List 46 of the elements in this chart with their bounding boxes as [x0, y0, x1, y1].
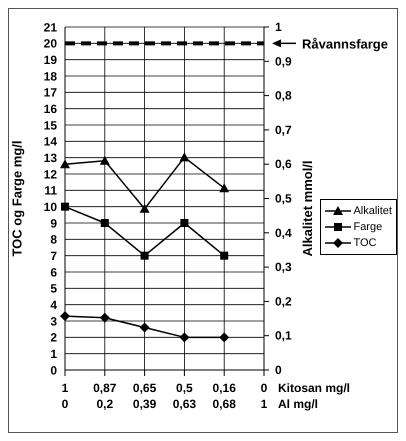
x-tick-label: 0,16 0,68: [212, 381, 236, 411]
y2-tick-label: 0,1: [275, 328, 292, 343]
y-tick-label: 19: [44, 52, 58, 67]
y2-tick-label: 1: [275, 20, 282, 34]
y2-tick-label: 0,5: [275, 192, 292, 206]
legend-label: TOC: [353, 237, 376, 249]
y-tick-label: 0: [50, 363, 58, 378]
ref-line-label: Råvannsfarge: [302, 36, 388, 52]
y2-axis-title: Alkalitet mmol/l: [300, 160, 315, 257]
y-tick-label: 10: [44, 200, 58, 214]
y-tick-label: 17: [44, 86, 58, 100]
y-tick-label: 15: [44, 118, 58, 132]
y2-tick-label: 0,3: [275, 260, 292, 274]
y-tick-label: 9: [50, 216, 58, 230]
x-tick-label: 0,65 0,39: [132, 381, 157, 411]
y-tick-label: 6: [50, 265, 58, 280]
y-axis-title: TOC og Farge mg/l: [10, 140, 25, 257]
y2-tick-label: 0,8: [275, 88, 292, 103]
y-tick-label: 18: [44, 69, 58, 84]
y2-tick-label: 0,9: [275, 54, 292, 68]
y-tick-label: 5: [50, 282, 58, 296]
y2-tick-label: 0: [275, 363, 282, 377]
y-tick-label: 21: [44, 20, 58, 34]
y-tick-label: 12: [44, 167, 58, 182]
y-tick-label: 8: [50, 232, 58, 247]
y-tick-label: 7: [50, 248, 58, 263]
y-tick-label: 2: [50, 330, 58, 345]
y2-tick-label: 0,4: [275, 226, 292, 240]
legend-label: Alkalitet: [353, 205, 392, 217]
y-tick-label: 20: [44, 36, 58, 51]
y-tick-label: 14: [44, 134, 58, 149]
legend-label: Farge: [353, 221, 382, 233]
x-axis-title: Kitosan mg/l Al mg/l: [278, 381, 350, 411]
y-tick-label: 4: [50, 298, 58, 312]
y-tick-label: 16: [44, 102, 58, 116]
x-tick-label: 1 0: [62, 381, 69, 411]
y-tick-label: 1: [50, 346, 58, 361]
y2-tick-label: 0,7: [275, 122, 292, 137]
x-tick-label: 0 1: [260, 381, 268, 411]
x-tick-label: 0,87 0,2: [93, 381, 117, 411]
y-tick-label: 3: [50, 314, 58, 328]
y2-tick-label: 0,2: [275, 294, 292, 308]
y-tick-label: 13: [44, 150, 58, 165]
x-tick-label: 0,5 0,63: [172, 381, 196, 411]
y2-tick-label: 0,6: [275, 157, 292, 172]
y-tick-label: 11: [44, 184, 58, 198]
